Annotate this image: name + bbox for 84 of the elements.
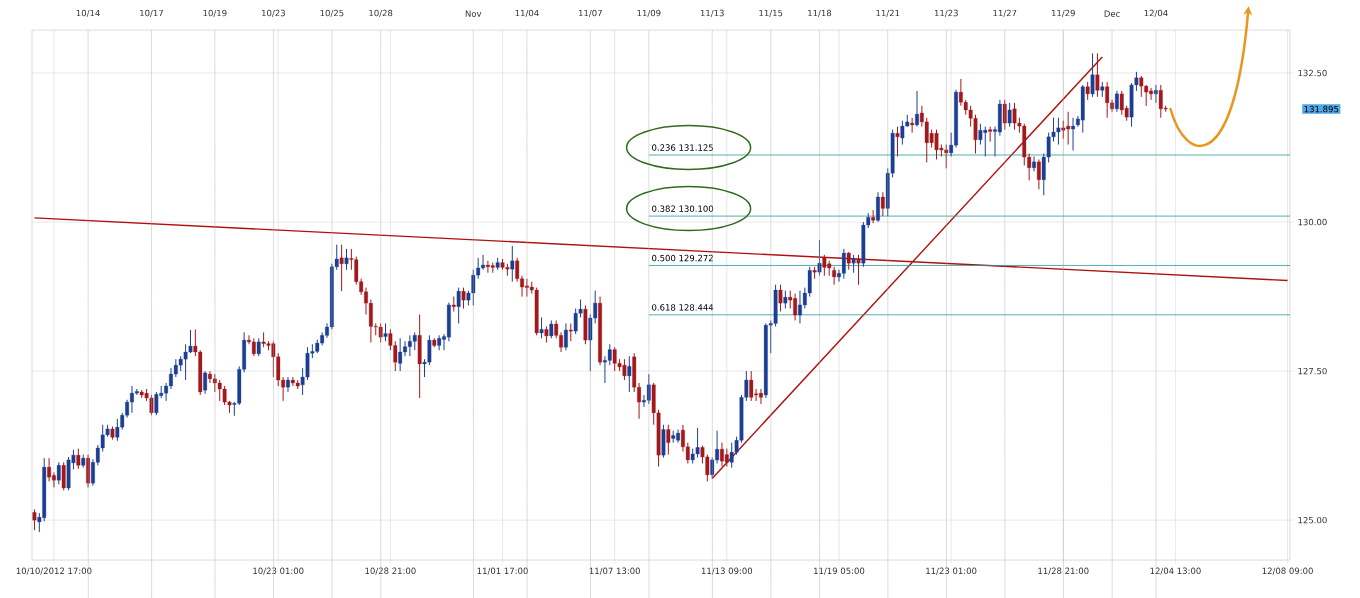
text: 11/13 xyxy=(700,9,724,17)
text: Nov xyxy=(465,10,482,17)
candlestick xyxy=(778,284,783,312)
candlestick xyxy=(568,322,573,342)
candlestick xyxy=(749,370,754,402)
x-tick-label: 10/28 21:00 xyxy=(365,567,416,575)
text: 11/07 xyxy=(579,9,602,17)
candlestick xyxy=(383,322,388,342)
text: 11/04 xyxy=(515,9,539,17)
candlestick xyxy=(432,337,437,348)
candlestick xyxy=(812,266,817,280)
candlestick xyxy=(583,305,588,345)
y-tick-label: 132.50 xyxy=(1298,69,1327,77)
candlestick xyxy=(1007,102,1012,128)
candlestick xyxy=(456,287,461,324)
candlestick xyxy=(539,316,544,339)
text: 131.895 xyxy=(1304,105,1339,113)
candlestick xyxy=(490,262,495,274)
candlestick xyxy=(871,209,876,224)
candlestick xyxy=(110,426,115,441)
candlestick xyxy=(495,257,500,271)
candlestick xyxy=(61,461,66,491)
x-tick-label: 11/01 17:00 xyxy=(477,567,528,575)
x-tick-label: 11/13 09:00 xyxy=(701,567,753,575)
text: 10/17 xyxy=(140,9,163,17)
x-tick-label: 12/08 09:00 xyxy=(1262,567,1313,575)
candlestick xyxy=(1100,81,1105,98)
ref-line-label: 0.236 131.125 xyxy=(652,144,713,151)
text: 11/27 xyxy=(993,9,1017,17)
x-tick-label: 11/28 21:00 xyxy=(1038,567,1089,575)
text: 10/14 xyxy=(76,9,100,17)
x-tick-label: 12/04 13:00 xyxy=(1150,567,1201,575)
x-tick-label: 10/10/2012 17:00 xyxy=(16,567,92,575)
candlestick xyxy=(627,355,632,393)
candlestick xyxy=(856,254,861,286)
ref-line-label: 0.500 129.272 xyxy=(652,254,713,262)
candlestick xyxy=(1080,84,1085,134)
text: Dec xyxy=(1104,10,1120,17)
text: 10/19 xyxy=(203,9,227,17)
text: 10/25 xyxy=(320,9,344,17)
ref-line-label: 0.618 128.444 xyxy=(652,304,714,311)
text: 11/29 xyxy=(1051,9,1075,17)
candlestick xyxy=(510,245,515,283)
candlestick xyxy=(344,248,349,271)
y-tick-label: 130.00 xyxy=(1298,218,1327,226)
candlestick xyxy=(1090,52,1095,98)
candlestick xyxy=(32,508,37,531)
candlestick xyxy=(451,296,456,312)
candlestick xyxy=(1095,52,1100,98)
text: 11/15 xyxy=(759,9,783,17)
candlestick xyxy=(76,448,81,470)
candlestick xyxy=(1085,81,1090,101)
candlestick xyxy=(56,461,61,485)
candlestick xyxy=(910,117,915,134)
candlestick xyxy=(851,254,856,274)
text: 11/18 xyxy=(808,9,832,17)
candlestick xyxy=(544,325,549,343)
y-tick-label: 125.00 xyxy=(1298,516,1327,524)
y-tick-label: 127.50 xyxy=(1298,367,1327,375)
candlestick xyxy=(1105,81,1110,119)
candlestick xyxy=(339,244,344,292)
candlestick xyxy=(666,424,671,456)
candlestick xyxy=(549,319,554,339)
candlestick xyxy=(988,126,993,143)
x-tick-label: 11/19 05:00 xyxy=(814,567,865,575)
candlestick xyxy=(783,290,788,309)
ref-line-label: 0.382 130.100 xyxy=(652,205,714,212)
candlestick xyxy=(846,251,851,271)
candlestick xyxy=(417,313,422,399)
x-tick-label: 11/07 13:00 xyxy=(589,567,640,575)
candlestick xyxy=(81,454,86,469)
candlestick xyxy=(671,430,676,444)
candlestick xyxy=(895,126,900,157)
x-tick-label: 10/23 01:00 xyxy=(253,567,304,575)
text: 10/23 xyxy=(262,9,285,17)
x-tick-label: 11/23 01:00 xyxy=(926,567,977,575)
text: 11/09 xyxy=(637,9,661,17)
text: 12/04 xyxy=(1144,9,1168,17)
text: 11/21 xyxy=(876,9,900,17)
candlestick xyxy=(461,287,466,309)
text: 10/28 xyxy=(369,9,393,17)
candlestick xyxy=(256,337,261,357)
text: 11/23 xyxy=(934,9,958,17)
candlestick xyxy=(661,424,666,459)
